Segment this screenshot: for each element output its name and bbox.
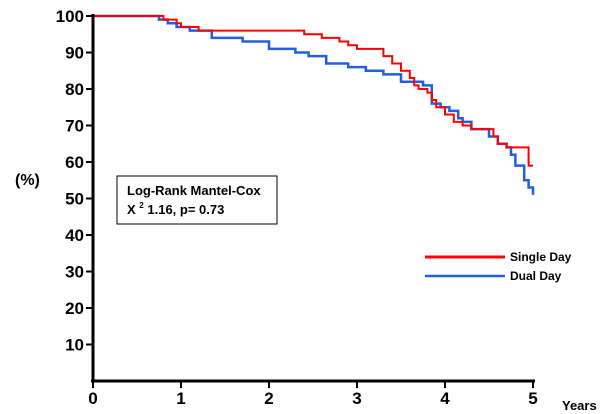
- stats-annotation-sup: 2: [139, 201, 144, 210]
- y-tick-label: 40: [65, 226, 84, 245]
- series-line-single-day: [93, 15, 533, 167]
- y-tick-label: 90: [65, 44, 84, 63]
- stats-annotation-line2: X 2 1.16, p= 0.73: [127, 196, 224, 217]
- stats-annotation-chi: X: [127, 202, 136, 217]
- stats-annotation-rest: 1.16, p= 0.73: [147, 202, 224, 217]
- x-tick-label: 0: [88, 389, 97, 408]
- x-tick-label: 1: [176, 389, 185, 408]
- stats-annotation: Log-Rank Mantel-Cox X 2 1.16, p= 0.73: [116, 175, 278, 225]
- x-tick-label: 5: [528, 389, 537, 408]
- x-tick-label: 3: [352, 389, 361, 408]
- y-tick-label: 80: [65, 80, 84, 99]
- x-tick-label: 2: [264, 389, 273, 408]
- stats-annotation-box: [116, 175, 278, 225]
- plot-series: [93, 14, 535, 195]
- stats-annotation-line1: Log-Rank Mantel-Cox: [127, 183, 261, 198]
- y-tick-label: 100: [56, 7, 84, 26]
- series-line-dual-day: [93, 14, 535, 195]
- y-axis-label: (%): [15, 172, 40, 189]
- y-tick-label: 30: [65, 263, 84, 282]
- y-tick-label: 20: [65, 299, 84, 318]
- y-tick-label: 50: [65, 190, 84, 209]
- x-axis-label: Years: [562, 398, 597, 413]
- legend-label-dual-day: Dual Day: [510, 269, 562, 283]
- x-tick-label: 4: [440, 389, 450, 408]
- x-axis-ticks: 0 1 2 3 4 5: [88, 381, 538, 408]
- legend: Single Day Dual Day: [425, 250, 572, 283]
- y-tick-label: 60: [65, 153, 84, 172]
- y-tick-label: 10: [65, 336, 84, 355]
- y-axis-ticks: 10 20 30 40 50 60 70 80 90 100: [56, 7, 93, 355]
- y-tick-label: 70: [65, 117, 84, 136]
- legend-label-single-day: Single Day: [510, 250, 572, 264]
